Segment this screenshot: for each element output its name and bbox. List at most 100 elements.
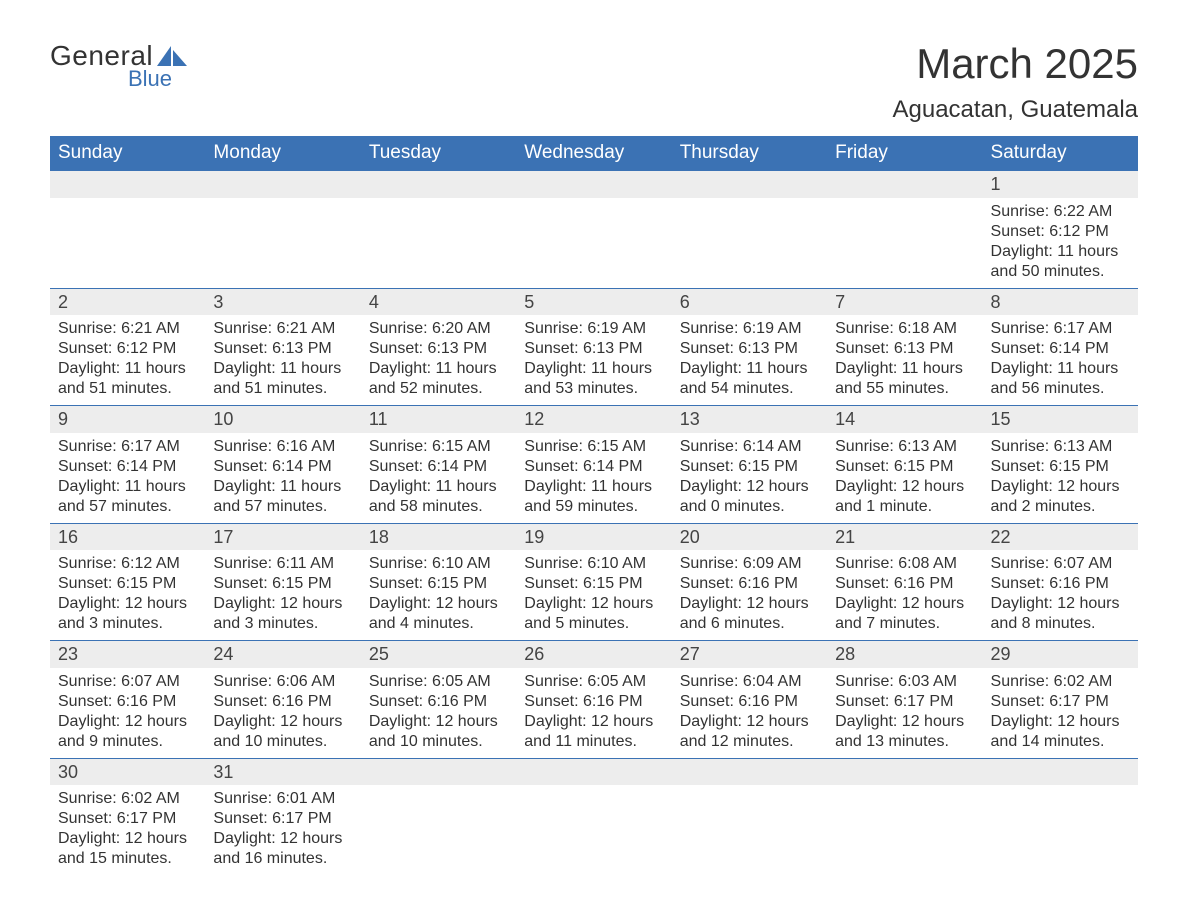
month-title: March 2025 [893,40,1139,88]
day-number: 7 [835,292,845,312]
day-sunset: Sunset: 6:15 PM [835,457,974,477]
day-sunset: Sunset: 6:13 PM [369,339,508,359]
day-number: 1 [991,174,1001,194]
day-number-cell: 30 [50,758,205,785]
day-number: 14 [835,409,855,429]
day-sunset: Sunset: 6:15 PM [680,457,819,477]
weekday-header: Friday [827,136,982,171]
day-content-cell: Sunrise: 6:22 AMSunset: 6:12 PMDaylight:… [983,198,1138,289]
day-content-cell: Sunrise: 6:15 AMSunset: 6:14 PMDaylight:… [361,433,516,524]
day-d2: and 59 minutes. [524,497,663,517]
day-d1: Daylight: 12 hours [680,477,819,497]
day-d1: Daylight: 11 hours [58,359,197,379]
day-number: 15 [991,409,1011,429]
day-number-cell: 15 [983,406,1138,433]
day-sunset: Sunset: 6:16 PM [991,574,1130,594]
day-d2: and 56 minutes. [991,379,1130,399]
day-number-cell: 21 [827,523,982,550]
day-number-cell: 31 [205,758,360,785]
day-content-cell [827,198,982,289]
day-sunset: Sunset: 6:15 PM [213,574,352,594]
day-content-cell: Sunrise: 6:06 AMSunset: 6:16 PMDaylight:… [205,668,360,759]
day-number-cell: 6 [672,288,827,315]
week-daynum-row: 16171819202122 [50,523,1138,550]
day-sunrise: Sunrise: 6:02 AM [991,672,1130,692]
day-number: 9 [58,409,68,429]
day-content-cell: Sunrise: 6:19 AMSunset: 6:13 PMDaylight:… [516,315,671,406]
day-sunrise: Sunrise: 6:07 AM [58,672,197,692]
week-daynum-row: 2345678 [50,288,1138,315]
day-sunrise: Sunrise: 6:11 AM [213,554,352,574]
day-d1: Daylight: 11 hours [991,242,1130,262]
day-sunrise: Sunrise: 6:07 AM [991,554,1130,574]
day-sunset: Sunset: 6:17 PM [835,692,974,712]
day-d1: Daylight: 12 hours [58,712,197,732]
day-number: 16 [58,527,78,547]
day-number-cell: 19 [516,523,671,550]
day-sunset: Sunset: 6:13 PM [835,339,974,359]
weekday-header: Saturday [983,136,1138,171]
day-content-cell: Sunrise: 6:13 AMSunset: 6:15 PMDaylight:… [983,433,1138,524]
day-number: 18 [369,527,389,547]
day-d1: Daylight: 12 hours [680,712,819,732]
day-d1: Daylight: 12 hours [835,712,974,732]
day-sunrise: Sunrise: 6:20 AM [369,319,508,339]
day-content-cell: Sunrise: 6:14 AMSunset: 6:15 PMDaylight:… [672,433,827,524]
day-d2: and 57 minutes. [58,497,197,517]
day-sunrise: Sunrise: 6:19 AM [524,319,663,339]
day-d2: and 5 minutes. [524,614,663,634]
day-number: 8 [991,292,1001,312]
day-number-cell [827,758,982,785]
day-content-cell: Sunrise: 6:07 AMSunset: 6:16 PMDaylight:… [983,550,1138,641]
day-sunset: Sunset: 6:17 PM [58,809,197,829]
day-d2: and 51 minutes. [58,379,197,399]
day-content-cell: Sunrise: 6:13 AMSunset: 6:15 PMDaylight:… [827,433,982,524]
day-content-cell: Sunrise: 6:05 AMSunset: 6:16 PMDaylight:… [361,668,516,759]
day-d1: Daylight: 12 hours [835,594,974,614]
day-content-cell: Sunrise: 6:03 AMSunset: 6:17 PMDaylight:… [827,668,982,759]
day-content-cell [672,198,827,289]
day-number: 22 [991,527,1011,547]
day-number-cell: 1 [983,171,1138,198]
day-d2: and 15 minutes. [58,849,197,869]
day-number-cell [361,171,516,198]
day-d1: Daylight: 11 hours [58,477,197,497]
day-d2: and 54 minutes. [680,379,819,399]
day-d2: and 16 minutes. [213,849,352,869]
day-content-cell: Sunrise: 6:17 AMSunset: 6:14 PMDaylight:… [50,433,205,524]
day-number: 20 [680,527,700,547]
day-content-cell: Sunrise: 6:04 AMSunset: 6:16 PMDaylight:… [672,668,827,759]
day-d2: and 57 minutes. [213,497,352,517]
day-number-cell: 23 [50,641,205,668]
day-sunrise: Sunrise: 6:15 AM [369,437,508,457]
day-number-cell [516,758,671,785]
day-sunset: Sunset: 6:15 PM [524,574,663,594]
day-d2: and 2 minutes. [991,497,1130,517]
day-d2: and 9 minutes. [58,732,197,752]
day-sunset: Sunset: 6:16 PM [680,574,819,594]
day-number-cell: 8 [983,288,1138,315]
day-content-cell [516,198,671,289]
weekday-header-row: Sunday Monday Tuesday Wednesday Thursday… [50,136,1138,171]
day-sunrise: Sunrise: 6:01 AM [213,789,352,809]
page-header: General Blue March 2025 Aguacatan, Guate… [50,40,1138,124]
day-sunset: Sunset: 6:17 PM [991,692,1130,712]
day-sunrise: Sunrise: 6:13 AM [991,437,1130,457]
day-content-cell [50,198,205,289]
day-content-cell: Sunrise: 6:18 AMSunset: 6:13 PMDaylight:… [827,315,982,406]
day-d1: Daylight: 11 hours [369,359,508,379]
day-d2: and 10 minutes. [369,732,508,752]
day-sunset: Sunset: 6:14 PM [369,457,508,477]
day-content-cell [361,198,516,289]
day-d1: Daylight: 11 hours [991,359,1130,379]
day-number-cell: 12 [516,406,671,433]
day-sunrise: Sunrise: 6:03 AM [835,672,974,692]
day-d1: Daylight: 12 hours [991,594,1130,614]
day-number: 28 [835,644,855,664]
week-daynum-row: 9101112131415 [50,406,1138,433]
day-sunrise: Sunrise: 6:22 AM [991,202,1130,222]
day-number: 27 [680,644,700,664]
day-sunrise: Sunrise: 6:16 AM [213,437,352,457]
calendar-table: Sunday Monday Tuesday Wednesday Thursday… [50,136,1138,875]
day-sunrise: Sunrise: 6:09 AM [680,554,819,574]
